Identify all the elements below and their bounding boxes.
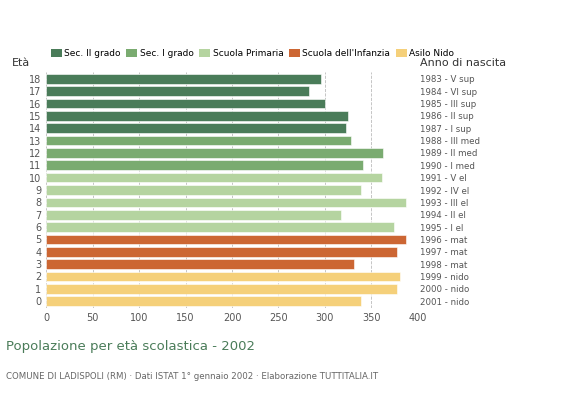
- Legend: Sec. II grado, Sec. I grado, Scuola Primaria, Scuola dell'Infanzia, Asilo Nido: Sec. II grado, Sec. I grado, Scuola Prim…: [51, 49, 454, 58]
- Bar: [46, 247, 397, 256]
- Bar: [46, 272, 400, 281]
- Bar: [46, 111, 348, 121]
- Bar: [46, 210, 340, 220]
- Text: Popolazione per età scolastica - 2002: Popolazione per età scolastica - 2002: [6, 340, 255, 353]
- Bar: [46, 124, 346, 133]
- Bar: [46, 284, 397, 294]
- Bar: [46, 259, 354, 269]
- Bar: [46, 296, 361, 306]
- Bar: [46, 198, 407, 207]
- Bar: [46, 86, 309, 96]
- Bar: [46, 173, 382, 182]
- Bar: [46, 136, 351, 145]
- Bar: [46, 160, 363, 170]
- Bar: [46, 185, 361, 195]
- Bar: [46, 222, 394, 232]
- Bar: [46, 99, 325, 108]
- Bar: [46, 235, 407, 244]
- Text: COMUNE DI LADISPOLI (RM) · Dati ISTAT 1° gennaio 2002 · Elaborazione TUTTITALIA.: COMUNE DI LADISPOLI (RM) · Dati ISTAT 1°…: [6, 372, 378, 381]
- Text: Anno di nascita: Anno di nascita: [420, 58, 506, 68]
- Text: Età: Età: [12, 58, 30, 68]
- Bar: [46, 74, 321, 84]
- Bar: [46, 148, 383, 158]
